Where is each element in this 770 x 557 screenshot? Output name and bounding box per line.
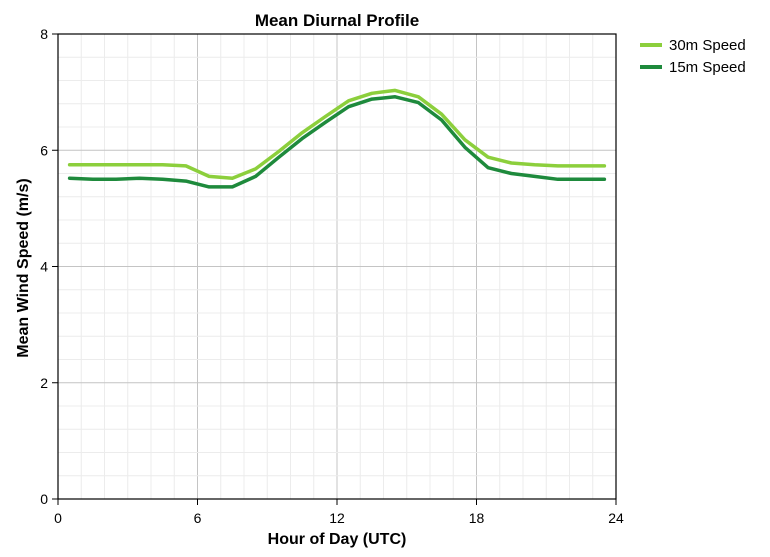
x-tick-label: 6 <box>194 510 202 526</box>
y-tick-label: 8 <box>40 26 48 42</box>
y-axis-title: Mean Wind Speed (m/s) <box>15 178 32 357</box>
x-tick-label: 18 <box>469 510 485 526</box>
y-tick-label: 0 <box>40 491 48 507</box>
x-tick-label: 0 <box>54 510 62 526</box>
legend-label-30m: 30m Speed <box>669 37 746 54</box>
y-tick-label: 2 <box>40 375 48 391</box>
legend-label-15m: 15m Speed <box>669 59 746 76</box>
x-tick-label: 12 <box>329 510 345 526</box>
series-line-15m <box>67 95 607 189</box>
y-tick-label: 6 <box>40 142 48 158</box>
chart-title: Mean Diurnal Profile <box>255 11 419 30</box>
legend: 30m Speed 15m Speed <box>640 37 746 76</box>
y-tick-label: 4 <box>40 259 48 275</box>
x-axis-title: Hour of Day (UTC) <box>268 531 407 548</box>
series-lines <box>67 88 607 189</box>
series-line-30m <box>67 88 607 180</box>
grid <box>58 34 616 499</box>
x-tick-label: 24 <box>608 510 624 526</box>
